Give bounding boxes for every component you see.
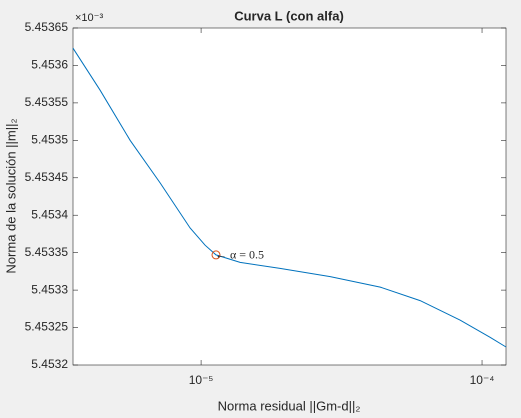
y-tick-label: 5.4533 bbox=[31, 282, 68, 296]
y-tick-label: 5.45355 bbox=[25, 95, 69, 109]
axes-box bbox=[72, 27, 507, 366]
data-line bbox=[72, 47, 507, 348]
y-tick-label: 5.45335 bbox=[25, 245, 69, 259]
y-tick-label: 5.45325 bbox=[25, 320, 69, 334]
plot-area bbox=[73, 28, 506, 365]
y-tick-label: 5.4534 bbox=[31, 207, 68, 221]
x-tick-label: 10⁻⁵ bbox=[189, 373, 214, 387]
y-exponent: ×10⁻³ bbox=[75, 12, 103, 24]
y-tick-label: 5.4536 bbox=[31, 58, 68, 72]
chart-title: Curva L (con alfa) bbox=[234, 8, 344, 23]
x-axis-label: Norma residual ||Gm-d||₂ bbox=[218, 398, 361, 413]
y-axis-label: Norma de la solución ||m||₂ bbox=[3, 118, 18, 273]
annotation-marker bbox=[211, 250, 221, 260]
y-tick-label: 5.45365 bbox=[25, 20, 69, 34]
x-tick-label: 10⁻⁴ bbox=[470, 373, 495, 387]
annotation-text: ← α = 0.5 bbox=[215, 248, 264, 262]
y-tick-label: 5.45345 bbox=[25, 170, 69, 184]
y-tick-label: 5.4532 bbox=[31, 357, 68, 371]
y-tick-label: 5.4535 bbox=[31, 133, 68, 147]
